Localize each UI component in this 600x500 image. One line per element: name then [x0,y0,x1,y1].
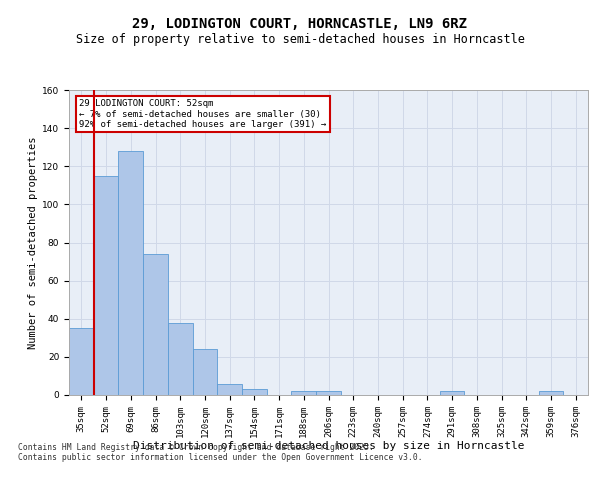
Bar [193,349,217,395]
Bar [539,391,563,395]
Bar [440,391,464,395]
X-axis label: Distribution of semi-detached houses by size in Horncastle: Distribution of semi-detached houses by … [133,441,524,451]
Bar [143,254,168,395]
Bar [316,391,341,395]
Bar [242,390,267,395]
Y-axis label: Number of semi-detached properties: Number of semi-detached properties [28,136,38,349]
Bar [168,322,193,395]
Bar [217,384,242,395]
Text: Contains HM Land Registry data © Crown copyright and database right 2025.
Contai: Contains HM Land Registry data © Crown c… [18,442,422,462]
Bar [292,391,316,395]
Text: Size of property relative to semi-detached houses in Horncastle: Size of property relative to semi-detach… [76,32,524,46]
Text: 29 LODINGTON COURT: 52sqm
← 7% of semi-detached houses are smaller (30)
92% of s: 29 LODINGTON COURT: 52sqm ← 7% of semi-d… [79,99,326,129]
Text: 29, LODINGTON COURT, HORNCASTLE, LN9 6RZ: 29, LODINGTON COURT, HORNCASTLE, LN9 6RZ [133,18,467,32]
Bar [69,328,94,395]
Bar [118,151,143,395]
Bar [94,176,118,395]
